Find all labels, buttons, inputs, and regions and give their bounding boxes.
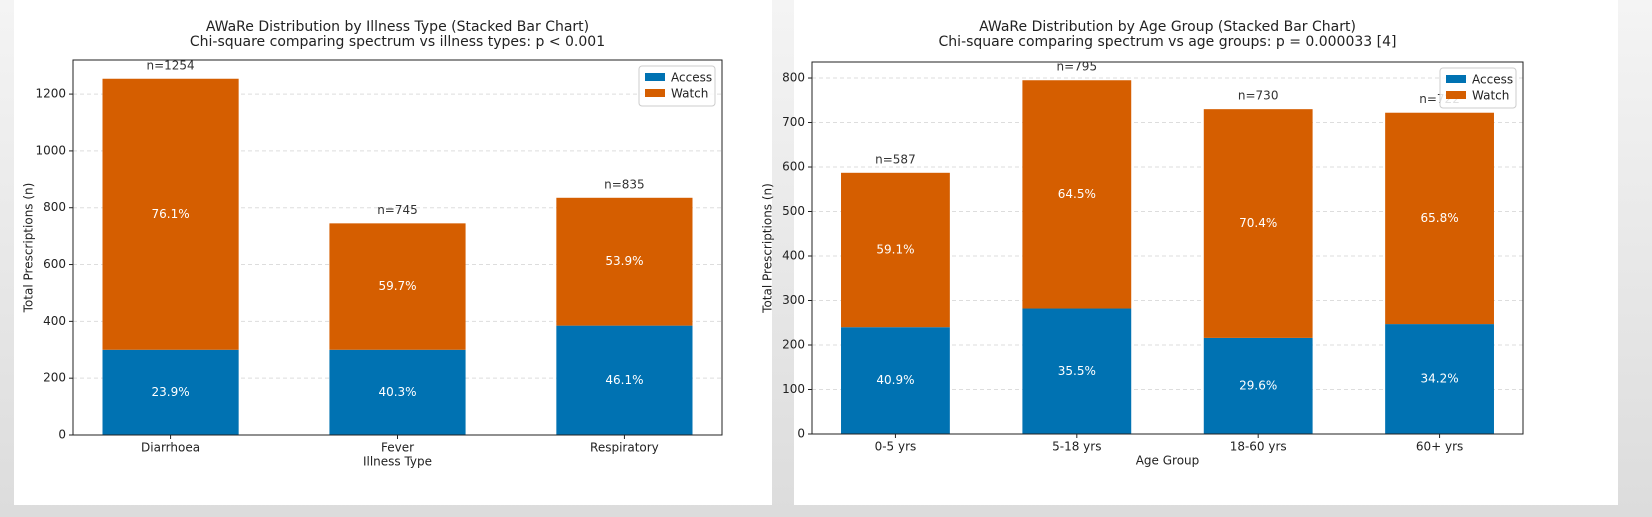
bar-segment [556,197,693,326]
x-tick-label: Diarrhoea [141,441,200,455]
value-label: 53.9% [605,254,643,268]
legend-label: Access [1472,73,1513,87]
plot-frame [72,59,723,436]
y-tick-label: 800 [782,71,805,85]
y-tick-label: 300 [782,293,805,307]
bar-segment [841,172,950,328]
y-axis-label: Total Prescriptions (n) [761,183,775,314]
chart-subtitle: Chi-square comparing spectrum vs age gro… [939,34,1397,50]
y-tick-label: 800 [43,200,66,214]
value-label: 29.6% [1239,378,1277,392]
bar-segment [329,349,466,435]
bar-segment [1203,109,1313,338]
chart-title: AWaRe Distribution by Illness Type (Stac… [206,19,589,35]
value-label: 70.4% [1239,216,1277,230]
value-label: 59.7% [378,279,416,293]
y-tick-label: 200 [43,371,66,385]
value-label: 76.1% [152,207,190,221]
value-label: 40.3% [378,385,416,399]
bar-segment [329,223,466,350]
y-tick-label: 200 [782,338,805,352]
x-tick-label: Fever [381,441,414,455]
value-label: 35.5% [1058,364,1096,378]
y-tick-label: 500 [782,204,805,218]
x-tick-label: 0-5 yrs [875,440,917,454]
chart-title: AWaRe Distribution by Age Group (Stacked… [979,19,1356,35]
bar-segment [1022,80,1132,309]
bar-segment [102,349,239,435]
x-tick-label: Respiratory [590,441,659,455]
total-label: n=1254 [146,58,194,72]
legend-label: Access [671,71,712,85]
y-tick-label: 600 [43,257,66,271]
bar-segment [1203,337,1313,434]
legend-swatch [645,73,665,81]
legend-label: Watch [1472,89,1509,103]
total-label: n=795 [1057,60,1098,74]
total-label: n=745 [377,203,418,217]
value-label: 65.8% [1421,211,1459,225]
value-label: 46.1% [605,373,643,387]
x-axis-label: Illness Type [363,455,432,469]
legend-label: Watch [671,87,708,101]
y-tick-label: 0 [797,427,805,441]
y-tick-label: 400 [43,314,66,328]
y-tick-label: 1000 [35,143,66,157]
bar-segment [1385,112,1494,325]
bar-segment [556,325,693,435]
legend-swatch [1446,75,1466,83]
x-tick-label: 60+ yrs [1416,440,1463,454]
y-tick-label: 0 [58,428,66,442]
x-axis-label: Age Group [1136,454,1200,468]
total-label: n=730 [1238,89,1279,103]
total-label: n=835 [604,177,645,191]
x-tick-label: 18-60 yrs [1230,440,1287,454]
chart-subtitle: Chi-square comparing spectrum vs illness… [190,34,605,50]
y-tick-label: 1200 [35,87,66,101]
value-label: 64.5% [1058,187,1096,201]
y-axis-label: Total Prescriptions (n) [22,183,36,314]
legend-swatch [645,89,665,97]
bar-segment [1385,324,1494,434]
plot-frame [811,61,1524,435]
total-label: n=587 [875,152,916,166]
value-label: 34.2% [1421,372,1459,386]
x-tick-label: 5-18 yrs [1052,440,1101,454]
value-label: 23.9% [152,385,190,399]
y-tick-label: 700 [782,115,805,129]
bar-segment [1022,308,1132,434]
y-tick-label: 100 [782,382,805,396]
value-label: 59.1% [876,243,914,257]
bar-segment [102,78,239,350]
bar-segment [841,327,950,434]
legend-swatch [1446,91,1466,99]
value-label: 40.9% [876,373,914,387]
y-tick-label: 400 [782,249,805,263]
y-tick-label: 600 [782,160,805,174]
